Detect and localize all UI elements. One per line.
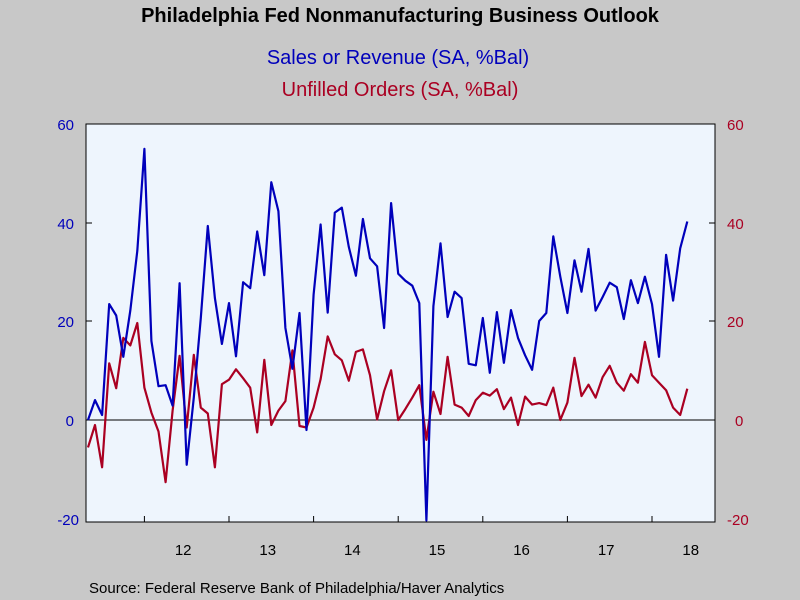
x-tick-label: 13 (259, 542, 276, 559)
right-tick-label: -20 (727, 512, 749, 529)
x-tick-label: 14 (344, 542, 361, 559)
left-tick-label: 20 (57, 314, 74, 331)
left-tick-label: -20 (57, 512, 79, 529)
series-layer (86, 147, 689, 522)
right-tick-label: 60 (727, 117, 744, 134)
series-line-unfilled-orders (86, 321, 689, 484)
source-note: Source: Federal Reserve Bank of Philadel… (89, 580, 504, 597)
y-tick-marks (86, 123, 715, 421)
left-axis: 60 40 20 0 -20 (57, 117, 79, 529)
x-tick-label: 15 (429, 542, 446, 559)
x-tick-label: 18 (682, 542, 699, 559)
right-tick-label: 20 (727, 314, 744, 331)
x-axis: 12 13 14 15 16 17 18 (143, 516, 699, 559)
right-tick-label: 40 (727, 216, 744, 233)
left-tick-label: 0 (66, 413, 74, 430)
plot-frame (85, 123, 716, 523)
chart-title: Philadelphia Fed Nonmanufacturing Busine… (141, 5, 660, 27)
series-line-sales-revenue (86, 147, 689, 522)
x-tick-label: 16 (513, 542, 530, 559)
left-tick-label: 40 (57, 216, 74, 233)
legend-sales-label: Sales or Revenue (SA, %Bal) (267, 47, 529, 69)
x-tick-label: 17 (598, 542, 615, 559)
right-tick-label: 0 (735, 413, 743, 430)
x-tick-label: 12 (175, 542, 192, 559)
legend-unfilled-label: Unfilled Orders (SA, %Bal) (282, 79, 519, 101)
plot-area (86, 124, 715, 522)
left-tick-label: 60 (57, 117, 74, 134)
right-axis: 60 40 20 0 -20 (727, 117, 749, 529)
